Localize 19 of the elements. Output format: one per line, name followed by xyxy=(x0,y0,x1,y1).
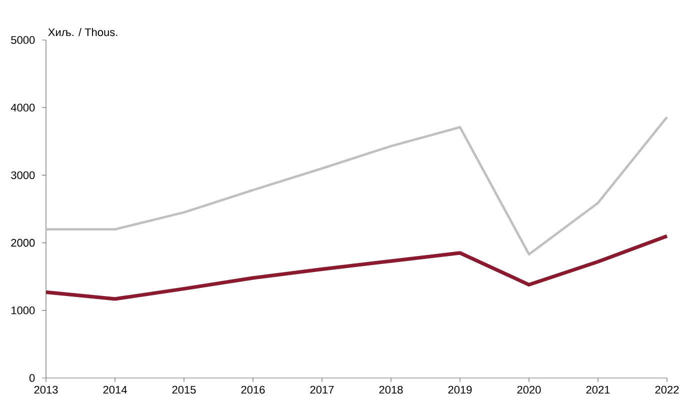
x-tick-label: 2020 xyxy=(517,386,541,394)
x-tick-label: 2017 xyxy=(310,386,334,394)
y-tick-label: 0 xyxy=(29,374,35,382)
y-tick-label: 3000 xyxy=(11,171,35,180)
x-tick-label: 2021 xyxy=(586,386,610,394)
x-tick-label: 2014 xyxy=(103,386,127,394)
x-tick-label: 2018 xyxy=(379,386,403,394)
y-tick-label: 1000 xyxy=(12,306,35,314)
x-tick-label: 2019 xyxy=(448,386,472,394)
x-tick-label: 2013 xyxy=(34,386,58,394)
y-tick-label: 4000 xyxy=(10,104,35,112)
y-tick-label: 2000 xyxy=(11,238,35,247)
line-series xyxy=(44,234,669,301)
y-tick-label: 5000 xyxy=(11,36,35,44)
x-tick-label: 2015 xyxy=(172,386,196,394)
x-tick-label: 2022 xyxy=(655,386,679,394)
line-series xyxy=(44,116,668,256)
y-axis-title: Хиљ. / Thous. xyxy=(48,28,118,36)
x-tick-label: 2016 xyxy=(241,386,265,394)
